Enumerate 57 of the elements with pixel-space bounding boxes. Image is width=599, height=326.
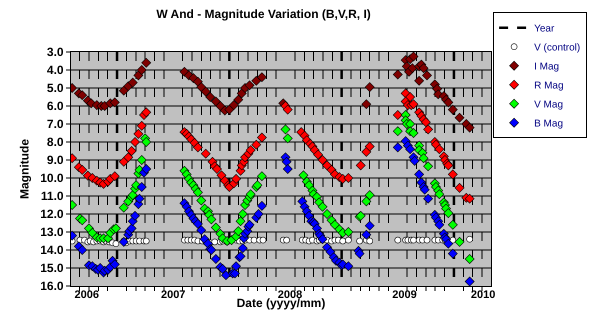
point <box>422 70 432 80</box>
legend-label: B Mag <box>534 118 564 130</box>
legend-label: R Mag <box>534 80 564 92</box>
y-tick-label: 14.0 <box>40 243 64 258</box>
point <box>236 88 247 98</box>
point <box>418 63 428 74</box>
legend-label: I Mag <box>534 62 560 73</box>
y-tick-label: 12.0 <box>40 207 64 222</box>
point <box>196 82 206 92</box>
x-tick-label: 2007 <box>160 289 186 301</box>
point <box>443 98 454 108</box>
point <box>205 92 216 102</box>
point <box>200 86 211 96</box>
legend-label: V Mag <box>534 100 564 111</box>
x-tick-label: 2006 <box>74 289 99 301</box>
y-tick-label: 7.0 <box>46 117 64 132</box>
y-tick-label: 3.0 <box>46 45 64 60</box>
y-tick-label: 5.0 <box>46 81 64 96</box>
y-tick-label: 11.0 <box>40 189 64 204</box>
legend-label: Year <box>534 24 555 35</box>
point <box>211 96 221 106</box>
point <box>251 76 262 86</box>
point <box>364 82 375 92</box>
y-tick-label: 10.0 <box>40 171 64 186</box>
point <box>118 86 129 96</box>
y-axis-title: Magnitude <box>18 138 32 199</box>
chart-title: W And - Magnitude Variation (B,V,R, I) <box>156 7 371 22</box>
y-tick-label: 16.0 <box>40 279 64 294</box>
y-tick-label: 15.0 <box>40 261 64 276</box>
point <box>134 70 144 80</box>
point <box>464 122 475 132</box>
legend-label: V (control) <box>534 42 580 54</box>
point <box>454 112 464 123</box>
point <box>408 63 418 74</box>
point <box>216 101 226 111</box>
point <box>77 90 88 100</box>
point <box>128 78 138 88</box>
x-tick-label: 2010 <box>470 289 496 301</box>
point <box>448 104 458 114</box>
y-tick-label: 8.0 <box>46 135 64 150</box>
point <box>362 99 372 110</box>
point <box>141 58 152 68</box>
point <box>136 65 147 75</box>
point <box>224 104 234 114</box>
y-tick-label: 9.0 <box>46 153 64 168</box>
y-tick-label: 6.0 <box>46 99 64 114</box>
point <box>414 76 424 86</box>
y-tick-label: 13.0 <box>40 225 64 240</box>
point <box>257 72 267 82</box>
y-tick-label: 4.0 <box>46 63 64 78</box>
point <box>228 100 239 110</box>
x-tick-label: 2009 <box>392 289 417 301</box>
point <box>392 70 403 80</box>
point <box>110 98 120 108</box>
point <box>408 52 418 62</box>
point <box>244 80 254 90</box>
point <box>233 94 244 105</box>
